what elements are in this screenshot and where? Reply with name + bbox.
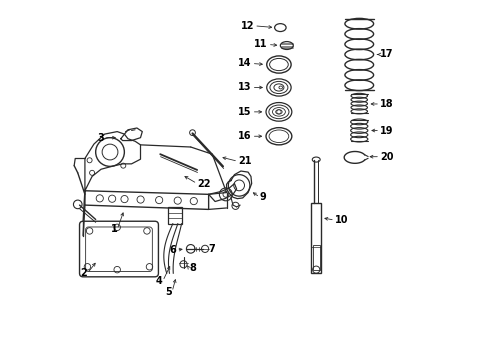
Text: 21: 21 [238,156,251,166]
Text: 5: 5 [165,287,172,297]
Text: 10: 10 [334,215,347,225]
Text: 15: 15 [238,107,251,117]
Text: 11: 11 [254,40,267,49]
Text: 7: 7 [208,244,215,254]
Text: 4: 4 [156,276,163,286]
Text: 8: 8 [188,263,195,273]
Text: 2: 2 [81,268,87,278]
Text: 17: 17 [379,49,393,59]
Bar [312,245,319,270]
Text: 14: 14 [238,58,251,68]
Text: 18: 18 [379,99,393,109]
Text: 1: 1 [110,225,117,234]
Text: 3: 3 [97,133,104,143]
Bar [168,207,182,224]
Bar [310,203,321,273]
Text: 22: 22 [197,179,210,189]
Text: 6: 6 [169,245,176,255]
Text: 20: 20 [379,152,393,162]
Text: 9: 9 [260,192,266,202]
Text: 12: 12 [240,21,254,31]
Text: 13: 13 [238,82,251,93]
Text: 19: 19 [379,126,393,135]
Text: 16: 16 [238,131,251,141]
